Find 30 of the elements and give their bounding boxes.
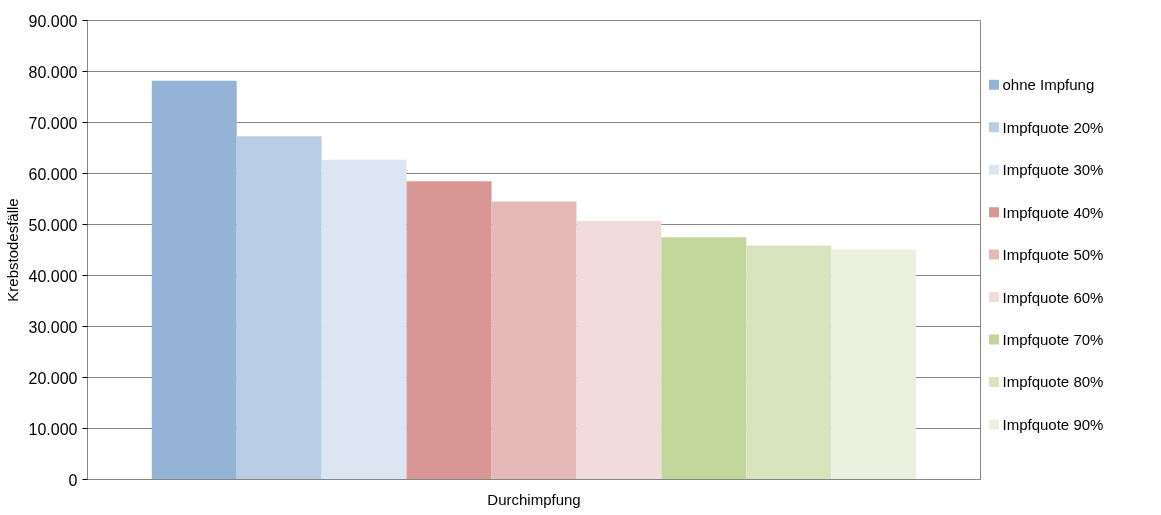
legend-label: Impfquote 40% xyxy=(1002,203,1104,221)
y-tick-label: 40.000 xyxy=(28,267,78,285)
y-tick-label: 50.000 xyxy=(28,216,78,234)
legend-label: Impfquote 30% xyxy=(1002,161,1104,179)
bar xyxy=(491,201,577,480)
y-tick-label: 30.000 xyxy=(28,318,78,336)
y-tick-label: 60.000 xyxy=(28,165,78,183)
legend-label: ohne Impfung xyxy=(1002,76,1095,94)
legend-label: Impfquote 70% xyxy=(1002,331,1104,349)
y-tick-label: 90.000 xyxy=(28,12,78,30)
bar xyxy=(746,245,832,480)
bar xyxy=(831,249,917,480)
bar xyxy=(576,220,662,480)
bar xyxy=(406,181,492,480)
y-tick-label: 20.000 xyxy=(28,369,78,387)
y-tick-label: 70.000 xyxy=(28,114,78,132)
y-tick-label: 0 xyxy=(68,471,78,489)
y-tick-label: 10.000 xyxy=(28,420,78,438)
bar xyxy=(236,136,322,480)
legend-label: Impfquote 90% xyxy=(1002,415,1104,433)
legend-label: Impfquote 60% xyxy=(1002,288,1104,306)
legend-label: Impfquote 20% xyxy=(1002,118,1104,136)
bar xyxy=(661,237,747,480)
bar xyxy=(321,159,407,480)
bar xyxy=(151,80,237,480)
legend-label: Impfquote 80% xyxy=(1002,373,1104,391)
legend-label: Impfquote 50% xyxy=(1002,246,1104,264)
x-axis-title: Durchimpfung xyxy=(487,490,581,508)
y-tick-label: 80.000 xyxy=(28,63,78,81)
y-axis-title: Krebstodesfälle xyxy=(3,198,21,302)
